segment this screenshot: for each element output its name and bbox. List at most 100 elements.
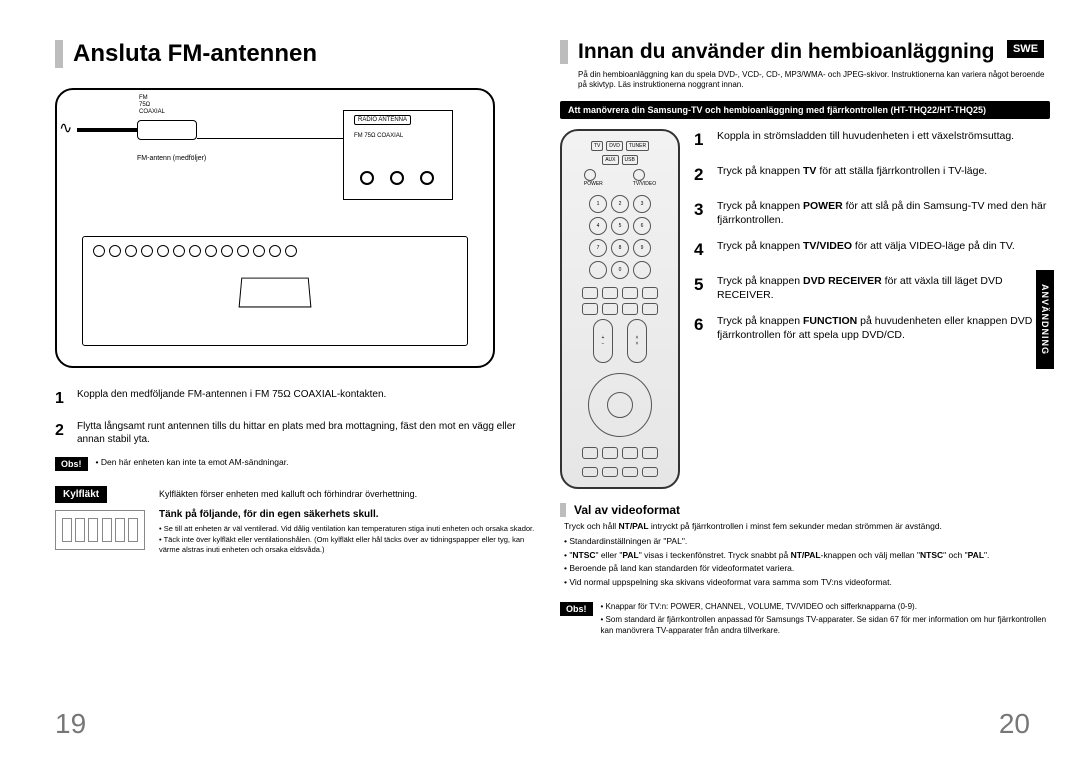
right-obs: Obs! Knappar för TV:n: POWER, CHANNEL, V… xyxy=(560,602,1050,638)
cooling-fan-text: Kylfläkten förser enheten med kalluft oc… xyxy=(159,489,545,499)
left-obs: Obs! Den här enheten kan inte ta emot AM… xyxy=(55,457,545,471)
cooling-fan-safety-item: Se till att enheten är väl ventilerad. V… xyxy=(159,524,545,534)
video-format-head: Val av videoformat xyxy=(560,503,1050,517)
remote-mode-dvd: DVD xyxy=(606,141,623,151)
diagram-antenna-panel: RADIO ANTENNA FM 75Ω COAXIAL xyxy=(343,110,453,200)
diagram-jack-3 xyxy=(420,171,434,185)
tvvideo-icon xyxy=(633,169,645,181)
right-step-4: 4 Tryck på knappen TV/VIDEO för att välj… xyxy=(694,239,1050,262)
step-number: 1 xyxy=(694,129,709,152)
right-obs-item: Knappar för TV:n: POWER, CHANNEL, VOLUME… xyxy=(601,602,1050,613)
obs-badge: Obs! xyxy=(560,602,593,616)
page-number-right: 20 xyxy=(999,708,1030,740)
step-number: 6 xyxy=(694,314,709,342)
diagram-caption: FM-antenn (medföljer) xyxy=(137,155,206,162)
remote-volume-cluster: +− ˄˅ xyxy=(593,319,647,363)
diagram-panel-label: RADIO ANTENNA xyxy=(354,115,411,125)
step-number: 3 xyxy=(694,199,709,227)
step-text: Tryck på knappen DVD RECEIVER för att vä… xyxy=(717,274,1050,302)
video-format-lead: Tryck och håll NT/PAL intryckt på fjärrk… xyxy=(564,521,1050,532)
numpad-key: 5 xyxy=(611,217,629,235)
diagram-jack-2 xyxy=(390,171,404,185)
step-text: Tryck på knappen FUNCTION på huvudenhete… xyxy=(717,314,1050,342)
title-left: Ansluta FM-antennen xyxy=(55,40,545,68)
intro-right: På din hembioanläggning kan du spela DVD… xyxy=(560,70,1050,91)
page-number-left: 19 xyxy=(55,708,86,740)
diagram-jack-1 xyxy=(360,171,374,185)
obs-badge: Obs! xyxy=(55,457,88,471)
diagram-panel-fm: FM 75Ω COAXIAL xyxy=(354,133,403,140)
remote-illustration: TV DVD TUNER AUX USB POWER TV/VIDEO 1 xyxy=(560,129,680,489)
video-format-item: Vid normal uppspelning ska skivans video… xyxy=(564,577,1050,588)
left-step-1: 1 Koppla den medföljande FM-antennen i F… xyxy=(55,388,545,410)
diagram-scart xyxy=(239,278,312,308)
remote-volume-up-down: +− xyxy=(593,319,613,363)
numpad-key: 6 xyxy=(633,217,651,235)
models-bar: Att manövrera din Samsung-TV och hembioa… xyxy=(560,101,1050,119)
power-icon xyxy=(584,169,596,181)
remote-tvvideo-label: TV/VIDEO xyxy=(633,181,656,187)
remote-mode-tuner: TUNER xyxy=(626,141,649,151)
remote-mode-row: TV DVD TUNER xyxy=(591,141,649,151)
step-text: Koppla in strömsladden till huvudenheten… xyxy=(717,129,1014,152)
remote-mode-tv: TV xyxy=(591,141,603,151)
right-step-5: 5 Tryck på knappen DVD RECEIVER för att … xyxy=(694,274,1050,302)
right-step-3: 3 Tryck på knappen POWER för att slå på … xyxy=(694,199,1050,227)
step-number: 5 xyxy=(694,274,709,302)
step-text: Tryck på knappen POWER för att slå på di… xyxy=(717,199,1050,227)
diagram-fm-text: FM 75Ω COAXIAL xyxy=(139,95,165,116)
left-step-2: 2 Flytta långsamt runt antennen tills du… xyxy=(55,420,545,447)
remote-transport-row2 xyxy=(582,303,658,315)
remote-mode-usb: USB xyxy=(622,155,638,165)
cooling-fan-safety-list: Se till att enheten är väl ventilerad. V… xyxy=(159,524,545,555)
title-right: Innan du använder din hembioanläggning xyxy=(560,40,995,64)
video-format-item: Beroende på land kan standarden för vide… xyxy=(564,563,1050,574)
video-format-body: Tryck och håll NT/PAL intryckt på fjärrk… xyxy=(564,521,1050,588)
right-obs-item: Som standard är fjärrkontrollen anpassad… xyxy=(601,615,1050,637)
numpad-key: 9 xyxy=(633,239,651,257)
step-number: 4 xyxy=(694,239,709,262)
remote-power-label: POWER xyxy=(584,181,603,187)
cooling-fan-section: Kylfläkt Kylfläkten förser enheten med k… xyxy=(55,489,545,557)
diagram-fm-antenna: FM 75Ω COAXIAL FM-antenn (medföljer) RAD… xyxy=(55,88,495,368)
numpad-key: 7 xyxy=(589,239,607,257)
diagram-cable xyxy=(77,128,137,132)
step-text: Flytta långsamt runt antennen tills du h… xyxy=(77,420,545,447)
step-number: 2 xyxy=(694,164,709,187)
numpad-key: 3 xyxy=(633,195,651,213)
page-left: Ansluta FM-antennen FM 75Ω COAXIAL FM-an… xyxy=(55,40,545,740)
left-obs-item: Den här enheten kan inte ta emot AM-sänd… xyxy=(96,457,289,467)
video-format-list: Standardinställningen är "PAL". "NTSC" e… xyxy=(564,536,1050,588)
right-step-2: 2 Tryck på knappen TV för att ställa fjä… xyxy=(694,164,1050,187)
remote-dpad xyxy=(588,373,652,437)
diagram-plug xyxy=(137,120,197,140)
right-step-1: 1 Koppla in strömsladden till huvudenhet… xyxy=(694,129,1050,152)
remote-numpad: 1 2 3 4 5 6 7 8 9 0 xyxy=(589,195,651,279)
cooling-fan-safety-item: Täck inte över kylfläkt eller ventilatio… xyxy=(159,535,545,555)
remote-mode-row2: AUX USB xyxy=(602,155,638,165)
remote-mode-aux: AUX xyxy=(602,155,618,165)
step-text: Koppla den medföljande FM-antennen i FM … xyxy=(77,388,386,410)
step-number: 2 xyxy=(55,420,69,447)
numpad-key: 4 xyxy=(589,217,607,235)
step-text: Tryck på knappen TV för att ställa fjärr… xyxy=(717,164,987,187)
left-obs-list: Den här enheten kan inte ta emot AM-sänd… xyxy=(96,457,289,469)
numpad-key: 0 xyxy=(611,261,629,279)
side-tab-anvandning: ANVÄNDNING xyxy=(1036,270,1054,369)
right-obs-list: Knappar för TV:n: POWER, CHANNEL, VOLUME… xyxy=(601,602,1050,638)
diagram-lead-line xyxy=(197,138,347,198)
video-format-item: Standardinställningen är "PAL". xyxy=(564,536,1050,547)
cooling-fan-safety-head: Tänk på följande, för din egen säkerhets… xyxy=(159,509,545,520)
numpad-key: 2 xyxy=(611,195,629,213)
page-right: Innan du använder din hembioanläggning S… xyxy=(560,40,1050,740)
step-text: Tryck på knappen TV/VIDEO för att välja … xyxy=(717,239,1015,262)
diagram-back-panel xyxy=(82,236,468,346)
remote-color-row xyxy=(582,467,658,477)
numpad-key: 1 xyxy=(589,195,607,213)
right-step-6: 6 Tryck på knappen FUNCTION på huvudenhe… xyxy=(694,314,1050,342)
step-number: 1 xyxy=(55,388,69,410)
cooling-fan-badge: Kylfläkt xyxy=(55,486,107,503)
remote-transport-row xyxy=(582,287,658,299)
numpad-key: 8 xyxy=(611,239,629,257)
remote-channel-up-down: ˄˅ xyxy=(627,319,647,363)
